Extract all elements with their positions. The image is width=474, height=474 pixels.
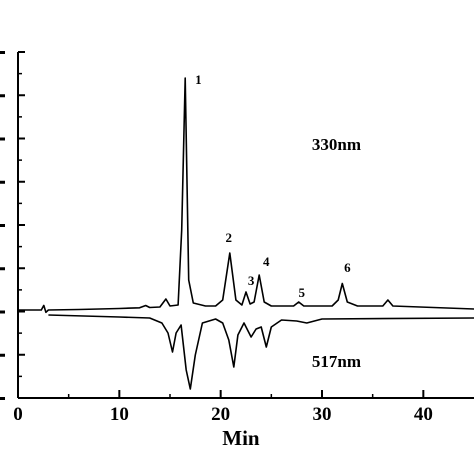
x-tick-label: 30 — [313, 404, 332, 425]
wavelength-label: 517nm — [312, 352, 361, 371]
y-tick-label-fragment — [0, 224, 5, 227]
y-tick-label-fragment — [0, 397, 5, 400]
x-tick-label: 10 — [110, 404, 129, 425]
x-axis-title: Min — [222, 426, 260, 450]
peak-label: 6 — [344, 260, 351, 275]
peak-label: 3 — [248, 273, 255, 288]
x-tick-label: 40 — [414, 404, 433, 425]
peak-label: 1 — [195, 72, 202, 87]
axes: 0 10 20 30 40 Min — [0, 51, 474, 450]
y-tick-label-fragment — [0, 180, 5, 184]
peak-label: 5 — [298, 285, 305, 300]
y-tick-label-fragment — [0, 51, 5, 54]
y-tick-label-fragment — [0, 94, 5, 98]
trace-330nm — [18, 77, 474, 314]
x-tick-label: 20 — [211, 404, 230, 425]
y-tick-label-fragment — [0, 267, 5, 271]
peak-label: 2 — [226, 230, 233, 245]
y-tick-label-fragment — [0, 137, 5, 141]
wavelength-label: 330nm — [312, 135, 361, 154]
x-tick-label: 0 — [13, 404, 23, 425]
trace-517nm — [48, 314, 474, 390]
labels: 1 2 34 5 6 330nm 517nm — [195, 72, 361, 371]
peak-label: 4 — [263, 254, 270, 269]
y-tick-label-fragment — [0, 310, 5, 314]
traces — [18, 77, 474, 390]
y-tick-label-fragment — [0, 353, 5, 357]
